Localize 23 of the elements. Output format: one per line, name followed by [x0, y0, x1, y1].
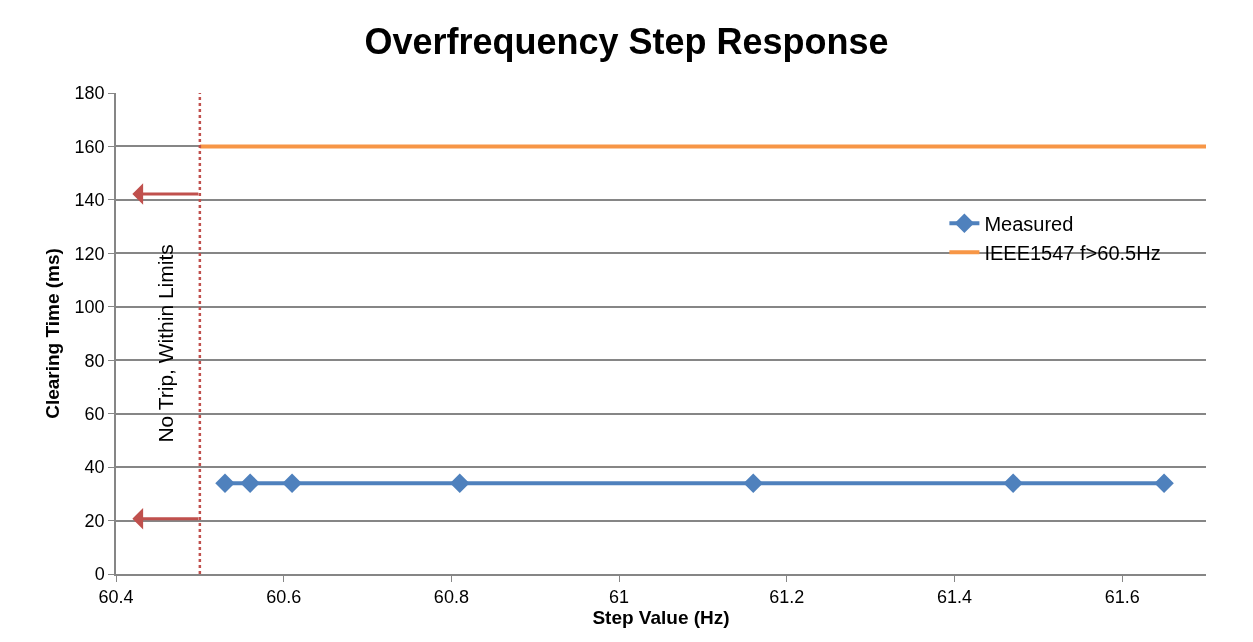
y-tick-label: 0 — [94, 564, 105, 585]
legend-label: Measured — [984, 212, 1074, 235]
y-tick-label: 180 — [74, 83, 105, 104]
x-tick-label: 61.6 — [1104, 587, 1140, 608]
chart-title: Overfrequency Step Response — [364, 21, 889, 63]
y-tick-label: 40 — [84, 457, 105, 478]
x-tick-label: 61 — [609, 587, 630, 608]
x-axis-title: Step Value (Hz) — [592, 607, 730, 629]
x-tick-label: 60.8 — [433, 587, 469, 608]
x-tick-label: 60.4 — [98, 587, 134, 608]
legend-label: IEEE1547 f>60.5Hz — [984, 241, 1161, 264]
y-tick-label: 120 — [74, 243, 105, 264]
y-tick-label: 100 — [74, 297, 105, 318]
y-tick-label: 80 — [84, 350, 105, 371]
y-tick-label: 140 — [74, 190, 105, 211]
y-tick-label: 60 — [84, 403, 105, 424]
annotation: No Trip, Within Limits — [154, 244, 178, 443]
y-axis-title: Clearing Time (ms) — [41, 248, 63, 419]
x-tick-label: 61.2 — [769, 587, 805, 608]
y-tick-label: 160 — [74, 136, 105, 157]
x-tick-label: 60.6 — [266, 587, 302, 608]
y-tick-label: 20 — [84, 510, 105, 531]
x-tick-label: 61.4 — [936, 587, 972, 608]
